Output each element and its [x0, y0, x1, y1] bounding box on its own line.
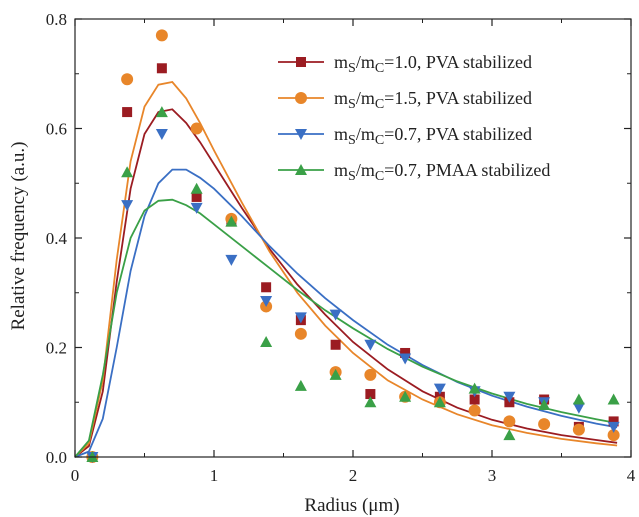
- data-point-series-3: [503, 391, 516, 403]
- data-point-series-3: [225, 254, 238, 266]
- legend-text-part: S: [348, 97, 356, 112]
- data-point-series-3: [155, 128, 168, 140]
- data-point-series-1: [122, 107, 133, 118]
- legend-marker-series-3: [295, 129, 307, 140]
- data-point-series-1: [156, 63, 167, 74]
- data-point-series-4: [433, 396, 446, 408]
- legend-text-part: =0.7, PVA stabilized: [384, 124, 532, 144]
- data-point-series-4: [607, 393, 620, 405]
- x-tick-label: 0: [71, 466, 80, 485]
- data-point-series-3: [572, 402, 585, 414]
- axes: 0 1 2 3 4 0.0 0.2 0.4 0.6 0.8: [46, 10, 636, 485]
- data-point-series-4: [121, 166, 134, 178]
- legend-label-series-3: mS/mC=0.7, PVA stabilized: [334, 124, 532, 148]
- legend-marker-series-4: [295, 164, 307, 175]
- data-point-series-3: [260, 295, 273, 307]
- data-point-series-3: [294, 312, 307, 324]
- legend-text-part: m: [334, 88, 348, 108]
- x-tick-label: 4: [627, 466, 636, 485]
- data-point-series-3: [433, 383, 446, 395]
- data-point-series-1: [191, 191, 202, 202]
- data-point-series-3: [607, 421, 620, 433]
- y-tick-label: 0.0: [46, 448, 67, 467]
- data-point-series-4: [260, 336, 273, 348]
- legend-text-part: C: [375, 97, 384, 112]
- x-tick-label: 1: [210, 466, 219, 485]
- y-tick-label: 0.6: [46, 120, 67, 139]
- legend-text-part: /m: [356, 52, 375, 72]
- data-point-series-4: [225, 215, 238, 227]
- data-point-series-2: [190, 122, 203, 135]
- data-point-series-2: [572, 423, 585, 436]
- data-point-series-4: [155, 106, 168, 118]
- fit-curve-series-2: [74, 81, 618, 458]
- data-point-series-4: [503, 429, 516, 441]
- legend-text-part: /m: [356, 160, 375, 180]
- legend-text-part: m: [334, 124, 348, 144]
- x-tick-label: 2: [349, 466, 358, 485]
- data-point-series-1: [330, 339, 341, 350]
- data-point-series-2: [155, 29, 168, 42]
- data-point-series-1: [608, 416, 619, 427]
- data-point-series-4: [572, 393, 585, 405]
- data-point-series-2: [364, 368, 377, 381]
- legend-text-part: =1.0, PVA stabilized: [384, 52, 532, 72]
- data-point-series-4: [329, 368, 342, 380]
- legend-text-part: m: [334, 52, 348, 72]
- data-point-series-1: [261, 282, 272, 293]
- data-point-series-4: [190, 182, 203, 194]
- data-point-series-1: [365, 389, 376, 400]
- legend-label-series-1: mS/mC=1.0, PVA stabilized: [334, 52, 532, 76]
- data-point-series-2: [538, 418, 551, 431]
- data-point-series-4: [364, 396, 377, 408]
- data-point-series-2: [294, 327, 307, 340]
- fit-curve-series-3: [74, 168, 618, 458]
- data-point-series-4: [468, 382, 481, 394]
- y-tick-label: 0.2: [46, 339, 67, 358]
- data-point-series-3: [329, 309, 342, 321]
- data-point-series-2: [503, 415, 516, 428]
- legend-text-part: S: [348, 169, 356, 184]
- data-point-series-4: [538, 398, 551, 410]
- data-point-series-4: [294, 379, 307, 391]
- legend-text-part: =0.7, PMAA stabilized: [384, 160, 550, 180]
- legend-text-part: =1.5, PVA stabilized: [384, 88, 532, 108]
- data-point-series-3: [121, 200, 134, 212]
- legend-text-part: m: [334, 160, 348, 180]
- y-tick-label: 0.8: [46, 10, 67, 29]
- data-point-series-1: [469, 394, 480, 405]
- y-axis-title: Relative frequency (a.u.): [8, 142, 29, 331]
- x-axis-title: Radius (μm): [304, 495, 399, 516]
- markers: [86, 29, 620, 463]
- data-point-series-2: [468, 404, 481, 417]
- data-point-series-3: [399, 353, 412, 365]
- y-tick-label: 0.4: [46, 229, 68, 248]
- data-point-series-3: [364, 339, 377, 351]
- data-point-series-2: [607, 429, 620, 442]
- legend-label-series-4: mS/mC=0.7, PMAA stabilized: [334, 160, 550, 184]
- data-point-series-2: [121, 73, 134, 86]
- legend-text-part: C: [375, 61, 384, 76]
- legend-text-part: C: [375, 169, 384, 184]
- legend-text-part: /m: [356, 88, 375, 108]
- legend-marker-series-1: [296, 57, 306, 67]
- legend-text-part: C: [375, 133, 384, 148]
- data-point-series-4: [399, 390, 412, 402]
- x-tick-label: 3: [488, 466, 497, 485]
- fit-curve-series-4: [74, 198, 618, 458]
- legend-marker-series-2: [295, 92, 307, 104]
- data-point-series-3: [190, 202, 203, 214]
- legend-text-part: S: [348, 61, 356, 76]
- legend-text-part: S: [348, 133, 356, 148]
- legend-text-part: /m: [356, 124, 375, 144]
- data-point-series-1: [400, 347, 411, 358]
- legend-label-series-2: mS/mC=1.5, PVA stabilized: [334, 88, 532, 112]
